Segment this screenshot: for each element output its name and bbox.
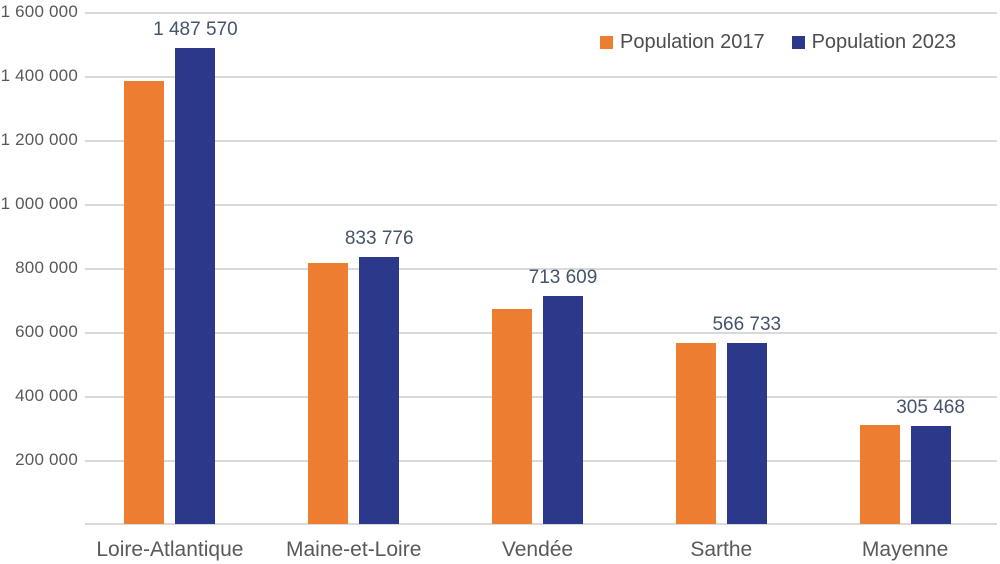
bar-population-2023: 833 776 (345, 228, 414, 524)
category-group: 566 733 Sarthe (629, 12, 813, 561)
legend-label: Population 2017 (620, 31, 765, 53)
y-axis-tick-label: 1 600 000 (0, 2, 78, 21)
legend-item: Population 2017 (600, 31, 765, 54)
y-axis: 1 600 000 1 400 000 1 200 000 1 000 000 800 … (0, 2, 78, 524)
y-axis-tick-label: 600 000 (15, 322, 78, 341)
legend-item: Population 2023 (791, 31, 957, 54)
category-group: 1 487 570 Loire-Atlantique (78, 12, 262, 561)
legend-marker-icon (600, 36, 613, 49)
bar-groups: 1 487 570 Loire-Atlantique 833 776 Maine-et… (78, 12, 997, 561)
category-group: 713 609 Vendée (446, 12, 630, 561)
x-axis-category-label: Vendée (501, 538, 574, 561)
x-axis-line (85, 523, 997, 525)
gridline (85, 140, 997, 142)
gridline (85, 76, 997, 78)
data-label: 1 487 570 (153, 18, 238, 40)
data-label: 305 468 (896, 397, 965, 419)
y-axis-tick-label: 1 200 000 (0, 130, 78, 149)
category-group: 833 776 Maine-et-Loire (262, 12, 446, 561)
bar-population-2017 (308, 263, 349, 524)
y-axis-tick-label: 1 000 000 (0, 194, 78, 213)
gridline (85, 268, 997, 270)
bar-population-2017 (675, 342, 716, 524)
legend-marker-icon (791, 36, 805, 49)
gridline (85, 204, 997, 206)
y-axis-tick-label: 400 000 (15, 386, 78, 405)
gridline (85, 460, 997, 462)
bar-population-2023: 305 468 (896, 397, 965, 524)
bar-population-2017 (859, 425, 900, 524)
data-label: 833 776 (344, 228, 414, 250)
legend-label: Population 2023 (811, 31, 957, 53)
legend: Population 2017 Population 2023 (600, 31, 956, 54)
bar-population-2023: 1 487 570 (153, 19, 238, 524)
x-axis-category-label: Maine-et-Loire (285, 538, 422, 561)
gridline (85, 396, 997, 398)
x-axis-category-label: Loire-Atlantique (96, 538, 244, 561)
plot-area: 1 487 570 Loire-Atlantique 833 776 Maine-et… (85, 12, 997, 561)
data-label: 713 609 (528, 266, 598, 288)
category-group: 305 468 Mayenne (813, 12, 997, 561)
gridline (85, 12, 997, 14)
y-axis-tick-label: 800 000 (15, 258, 78, 277)
data-label: 566 733 (712, 313, 782, 335)
bar-population-2023: 566 733 (712, 314, 781, 524)
x-axis-category-label: Sarthe (690, 538, 753, 561)
bar-population-2023: 713 609 (529, 267, 597, 524)
bar-population-2017 (124, 81, 165, 524)
bar-population-2017 (491, 308, 532, 524)
y-axis-tick-label: 1 400 000 (0, 66, 78, 85)
x-axis-category-label: Mayenne (861, 538, 949, 561)
y-axis-tick-label: 200 000 (15, 450, 78, 469)
gridline (85, 332, 997, 334)
